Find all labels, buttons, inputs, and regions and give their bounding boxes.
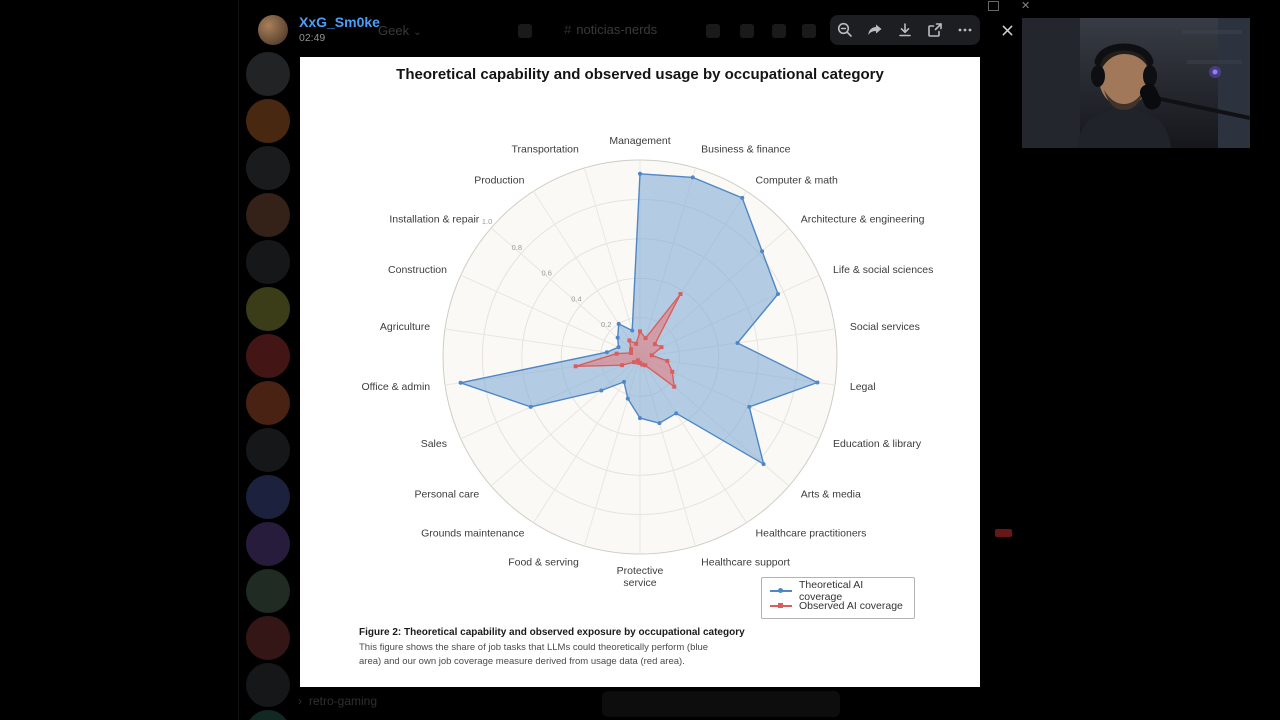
server-icon[interactable] — [246, 475, 290, 519]
svg-text:Computer & math: Computer & math — [756, 174, 838, 186]
svg-text:Management: Management — [609, 135, 670, 147]
download-button[interactable] — [890, 15, 920, 45]
server-icon[interactable] — [246, 522, 290, 566]
dim-header-icon — [706, 24, 720, 38]
chevron-down-icon: ⌄ — [413, 27, 422, 38]
open-external-button[interactable] — [920, 15, 950, 45]
svg-text:Food & serving: Food & serving — [508, 556, 579, 568]
svg-text:0.8: 0.8 — [512, 243, 522, 252]
chevron-right-icon: › — [298, 694, 302, 708]
caption-heading: Figure 2: Theoretical capability and obs… — [359, 627, 745, 638]
figure-caption: Figure 2: Theoretical capability and obs… — [359, 627, 745, 668]
svg-text:Arts & media: Arts & media — [801, 489, 861, 501]
webcam-video — [1022, 18, 1250, 148]
close-button[interactable] — [993, 16, 1021, 44]
server-icon[interactable] — [246, 287, 290, 331]
legend-line-square-icon — [770, 603, 792, 608]
dim-header-icon — [772, 24, 786, 38]
legend-label: Observed AI coverage — [799, 599, 903, 612]
svg-text:Agriculture: Agriculture — [380, 321, 430, 333]
svg-text:Architecture & engineering: Architecture & engineering — [801, 213, 925, 225]
caption-line: area) and our own job coverage measure d… — [359, 655, 685, 667]
svg-text:Healthcare support: Healthcare support — [701, 556, 790, 568]
dim-bottom-channel: › retro-gaming — [298, 694, 377, 708]
window-restore-icon[interactable] — [988, 1, 999, 11]
magnifier-icon — [837, 22, 852, 37]
download-icon — [899, 23, 911, 37]
ellipsis-icon — [958, 28, 972, 32]
dim-channel-header: # noticias-nerds — [564, 22, 657, 37]
server-sidebar — [244, 0, 292, 720]
svg-text:Social services: Social services — [850, 321, 920, 333]
forward-button[interactable] — [860, 15, 890, 45]
server-icon[interactable] — [246, 240, 290, 284]
svg-text:Construction: Construction — [388, 264, 447, 276]
svg-text:Production: Production — [474, 174, 524, 186]
figure-title: Theoretical capability and observed usag… — [396, 66, 884, 83]
server-icon[interactable] — [246, 381, 290, 425]
svg-text:Grounds maintenance: Grounds maintenance — [421, 528, 524, 540]
radar-chart: 0.2 0.4 0.6 0.8 1.0 Management Business & fina… — [361, 135, 933, 589]
svg-text:Installation & repair: Installation & repair — [389, 213, 479, 225]
author-avatar[interactable] — [258, 15, 288, 45]
legend-item-observed: Observed AI coverage — [770, 598, 906, 613]
dim-header-icon — [518, 24, 532, 38]
server-icon[interactable] — [246, 334, 290, 378]
svg-text:Transportation: Transportation — [512, 144, 579, 156]
svg-text:0.6: 0.6 — [541, 269, 551, 278]
caption-line: This figure shows the share of job tasks… — [359, 642, 709, 653]
author-name[interactable]: XxG_Sm0ke — [299, 14, 380, 30]
dim-header-icon — [740, 24, 754, 38]
dim-header-icon — [802, 24, 816, 38]
figure-image[interactable]: Theoretical capability and observed usag… — [300, 57, 980, 687]
svg-text:1.0: 1.0 — [482, 217, 492, 226]
close-icon — [1002, 25, 1012, 35]
dim-bottom-channel-name: retro-gaming — [309, 694, 378, 708]
svg-text:Office & admin: Office & admin — [361, 381, 430, 393]
dim-channel-name: noticias-nerds — [576, 22, 658, 37]
svg-text:Business & finance: Business & finance — [701, 144, 790, 156]
more-button[interactable] — [950, 15, 980, 45]
svg-text:0.2: 0.2 — [601, 320, 611, 329]
dim-server-name: Geek ⌄ — [378, 23, 422, 38]
message-timestamp: 02:49 — [299, 32, 326, 44]
open-external-icon — [928, 23, 942, 37]
server-icon[interactable] — [246, 52, 290, 96]
forward-arrow-icon — [868, 24, 882, 35]
dim-chat-input — [602, 691, 840, 717]
server-icon[interactable] — [246, 146, 290, 190]
chart-legend: Theoretical AI coverage Observed AI cove… — [761, 577, 915, 619]
notification-badge — [995, 529, 1012, 537]
svg-text:Sales: Sales — [421, 438, 447, 450]
svg-text:Legal: Legal — [850, 381, 876, 393]
hash-icon: # — [564, 22, 572, 37]
legend-line-circle-icon — [770, 588, 792, 593]
legend-item-theoretical: Theoretical AI coverage — [770, 579, 906, 603]
window-controls: ✕ — [988, 0, 1031, 12]
svg-text:Life & social sciences: Life & social sciences — [833, 264, 933, 276]
author-block: XxG_Sm0ke 02:49 — [299, 15, 380, 44]
server-icon[interactable] — [246, 663, 290, 707]
server-icon[interactable] — [246, 99, 290, 143]
lightbox-toolbar — [830, 15, 980, 45]
server-icon[interactable] — [246, 193, 290, 237]
svg-text:Healthcare practitioners: Healthcare practitioners — [756, 528, 867, 540]
svg-text:Education & library: Education & library — [833, 438, 922, 450]
server-icon[interactable] — [246, 710, 290, 720]
sidebar-divider — [238, 0, 239, 720]
zoom-button[interactable] — [830, 15, 860, 45]
server-icon[interactable] — [246, 428, 290, 472]
legend-label: Theoretical AI coverage — [799, 578, 864, 603]
webcam-overlay[interactable] — [1022, 18, 1250, 148]
server-icon[interactable] — [246, 616, 290, 660]
svg-text:Personal care: Personal care — [414, 489, 479, 501]
server-icon[interactable] — [246, 569, 290, 613]
svg-text:0.4: 0.4 — [571, 294, 581, 303]
window-close-icon[interactable]: ✕ — [1021, 0, 1031, 12]
